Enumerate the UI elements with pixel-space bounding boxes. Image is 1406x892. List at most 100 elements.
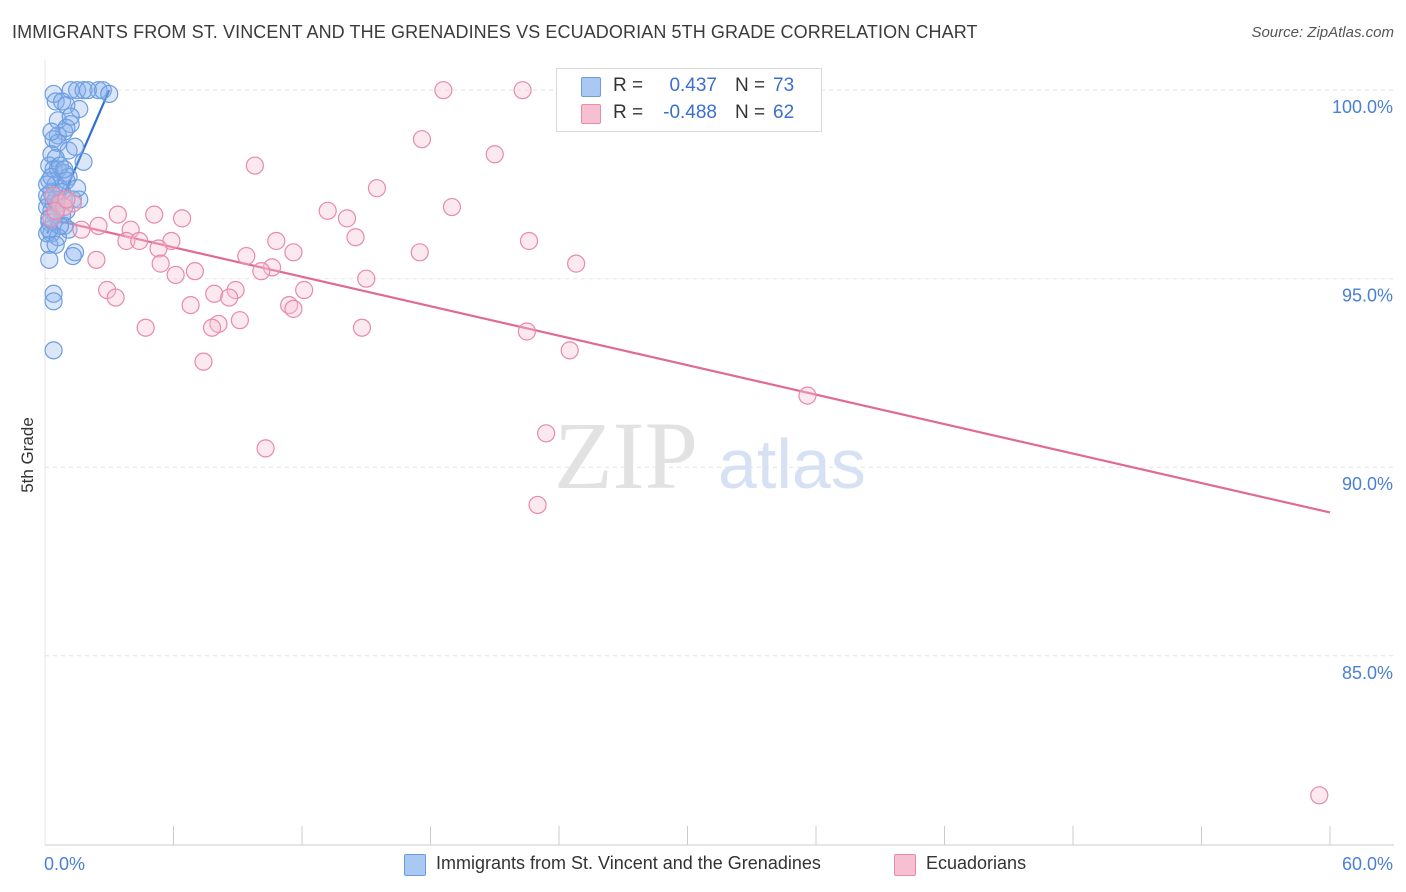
point-ecuadorians: [72, 220, 91, 239]
point-ecuadorians: [181, 295, 200, 315]
point-immigrants: [57, 171, 76, 190]
legend-label-immigrants: Immigrants from St. Vincent and the Gren…: [436, 853, 821, 873]
point-ecuadorians: [57, 190, 76, 209]
point-ecuadorians: [357, 269, 376, 288]
point-ecuadorians: [205, 284, 224, 303]
point-ecuadorians: [513, 81, 532, 100]
y-tick-label: 95.0%: [1342, 286, 1393, 306]
point-immigrants: [74, 152, 93, 171]
point-ecuadorians: [256, 439, 275, 458]
point-ecuadorians: [798, 386, 817, 405]
point-immigrants: [74, 81, 93, 100]
legend-swatch-pink: [894, 854, 916, 876]
point-ecuadorians: [46, 201, 65, 220]
point-immigrants: [44, 284, 63, 303]
legend-row-immigrants: R = 0.437 N = 73: [557, 73, 821, 99]
point-ecuadorians: [237, 246, 256, 266]
chart-title: IMMIGRANTS FROM ST. VINCENT AND THE GREN…: [12, 22, 978, 42]
watermark-atlas: atlas: [718, 425, 866, 503]
point-immigrants: [46, 235, 65, 254]
point-ecuadorians: [230, 311, 249, 330]
legend-swatch-blue: [404, 854, 426, 876]
point-ecuadorians: [226, 280, 245, 300]
point-ecuadorians: [434, 81, 453, 100]
point-ecuadorians: [136, 318, 155, 337]
point-immigrants: [59, 220, 78, 239]
point-ecuadorians: [55, 197, 74, 217]
point-immigrants: [78, 81, 97, 100]
point-immigrants: [38, 175, 57, 194]
legend-swatch-blue: [581, 77, 601, 97]
point-ecuadorians: [166, 265, 185, 285]
point-ecuadorians: [106, 288, 125, 307]
point-ecuadorians: [412, 130, 432, 149]
point-immigrants: [40, 250, 59, 269]
x-axis: [44, 60, 1394, 846]
point-immigrants: [40, 220, 59, 239]
point-immigrants: [89, 81, 108, 100]
legend-n-label: N =: [735, 75, 766, 96]
legend-r-value: -0.488: [663, 102, 717, 123]
point-immigrants: [44, 292, 63, 311]
point-immigrants: [44, 341, 63, 360]
legend-r-label: R =: [613, 75, 644, 96]
point-ecuadorians: [537, 424, 556, 443]
legend-n-value: 73: [773, 75, 795, 96]
point-ecuadorians: [284, 299, 303, 318]
point-ecuadorians: [284, 243, 303, 262]
y-tick-labels: 100.0% 95.0% 90.0% 85.0%: [1332, 97, 1393, 683]
y-tick-label: 85.0%: [1342, 663, 1393, 683]
point-ecuadorians: [318, 201, 337, 220]
point-ecuadorians: [337, 209, 357, 228]
point-ecuadorians: [267, 231, 286, 251]
point-ecuadorians: [517, 322, 536, 341]
legend-row-ecuadorians: R = -0.488 N = 62: [557, 100, 821, 126]
point-ecuadorians: [346, 228, 365, 247]
point-ecuadorians: [1310, 786, 1329, 805]
point-immigrants: [40, 235, 59, 254]
point-ecuadorians: [352, 318, 372, 337]
legend-n-value: 62: [773, 102, 795, 123]
legend-n-label: N =: [735, 102, 766, 123]
point-ecuadorians: [567, 254, 586, 273]
point-immigrants: [68, 179, 87, 198]
trend-line-ecuadorians: [46, 217, 1331, 514]
y-tick-label: 100.0%: [1332, 97, 1393, 117]
point-ecuadorians: [528, 495, 547, 515]
point-ecuadorians: [194, 352, 213, 371]
legend-r-label: R =: [613, 102, 644, 123]
point-ecuadorians: [130, 231, 149, 251]
point-ecuadorians: [485, 145, 504, 164]
legend-label-ecuadorians: Ecuadorians: [926, 853, 1027, 873]
point-ecuadorians: [149, 239, 168, 258]
legend-swatch-pink: [581, 104, 601, 124]
point-ecuadorians: [202, 318, 222, 337]
x-tick-label-max: 60.0%: [1342, 854, 1393, 874]
point-immigrants: [63, 246, 82, 266]
point-ecuadorians: [172, 209, 192, 228]
point-immigrants: [100, 84, 119, 104]
watermark: ZIP atlas: [554, 402, 866, 509]
point-ecuadorians: [560, 341, 579, 360]
point-ecuadorians: [295, 280, 314, 300]
point-ecuadorians: [262, 258, 282, 277]
point-ecuadorians: [117, 231, 136, 251]
watermark-zip: ZIP: [554, 402, 698, 509]
point-immigrants: [42, 122, 61, 141]
point-ecuadorians: [442, 197, 462, 217]
stats-legend: R = 0.437 N = 73 R = -0.488 N = 62: [556, 68, 822, 132]
source-label: Source: ZipAtlas.com: [1251, 24, 1394, 41]
point-ecuadorians: [185, 262, 205, 281]
point-ecuadorians: [151, 254, 170, 273]
data-points: [38, 81, 1329, 805]
x-tick-label-min: 0.0%: [44, 854, 85, 874]
point-ecuadorians: [108, 205, 127, 224]
point-ecuadorians: [252, 262, 271, 281]
point-ecuadorians: [220, 288, 239, 307]
point-ecuadorians: [367, 179, 387, 198]
point-ecuadorians: [410, 243, 429, 262]
point-ecuadorians: [89, 216, 108, 236]
point-ecuadorians: [519, 231, 539, 251]
point-immigrants: [48, 133, 67, 153]
legend-r-value: 0.437: [669, 75, 717, 96]
